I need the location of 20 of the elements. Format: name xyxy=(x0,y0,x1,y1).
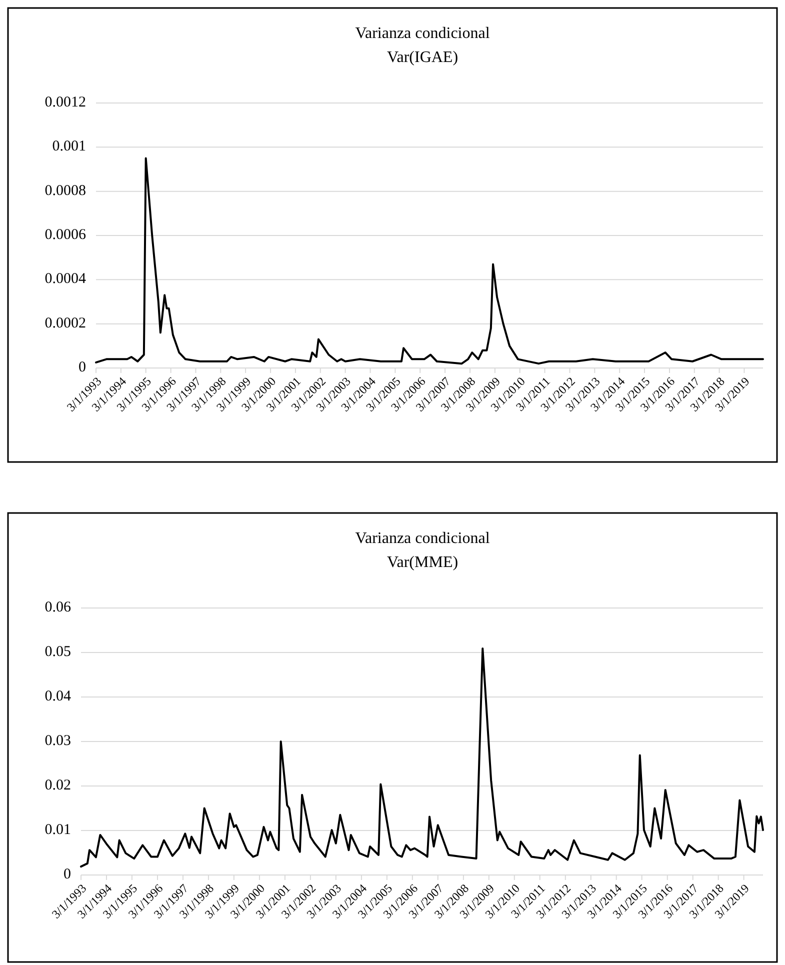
y-tick-label: 0 xyxy=(78,359,86,376)
y-tick-label: 0.0012 xyxy=(44,94,86,110)
line-series xyxy=(80,647,764,868)
chart-title: Varianza condicional xyxy=(355,25,490,42)
y-tick-label: 0.05 xyxy=(44,644,71,660)
y-tick-label: 0.04 xyxy=(44,688,72,704)
y-tick-label: 0.03 xyxy=(44,732,71,749)
y-tick-label: 0.02 xyxy=(44,777,71,794)
y-tick-label: 0.0008 xyxy=(44,182,86,199)
y-tick-label: 0.06 xyxy=(44,599,72,616)
y-tick-label: 0.001 xyxy=(52,138,86,155)
y-tick-label: 0.0004 xyxy=(44,271,86,288)
chart-title: Varianza condicional xyxy=(355,530,490,547)
line-series xyxy=(95,157,764,365)
y-tick-label: 0.0006 xyxy=(44,226,86,243)
y-tick-label: 0 xyxy=(64,866,71,882)
y-tick-label: 0.01 xyxy=(44,822,71,838)
y-tick-label: 0.0002 xyxy=(44,315,86,332)
chart-subtitle: Var(MME) xyxy=(386,554,458,571)
chart-subtitle: Var(IGAE) xyxy=(386,49,458,66)
